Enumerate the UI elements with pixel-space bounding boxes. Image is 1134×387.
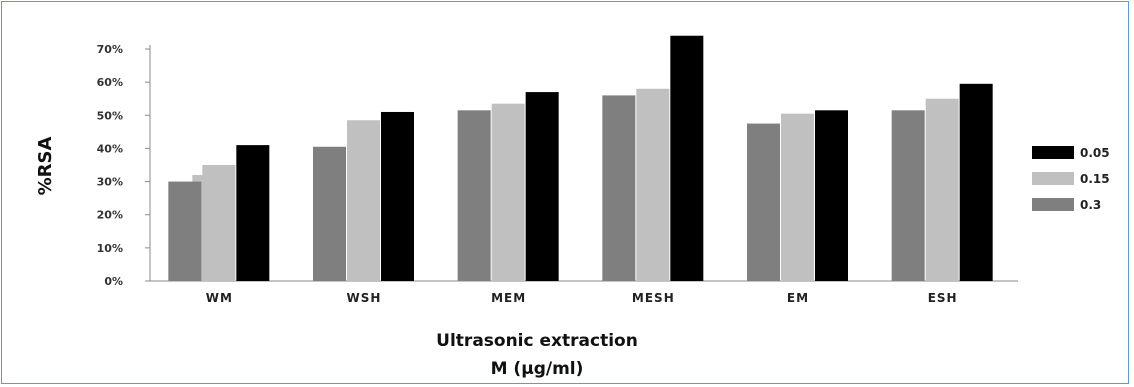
bars [168, 35, 993, 282]
y-tick-label: 20% [97, 209, 123, 222]
bar-mem-0_15 [491, 103, 525, 281]
bar-mem-0_05 [525, 92, 559, 281]
bar-em-0_3 [747, 123, 780, 281]
bar-wsh-0_15 [347, 120, 380, 281]
bar-wm-0_3 [168, 181, 202, 281]
x-axis-title-line-1: Ultrasonic extraction [436, 331, 638, 351]
bar-wm-0_05 [236, 145, 270, 281]
x-category-label: WM [206, 291, 233, 305]
bar-esh-0_3 [891, 110, 925, 281]
x-category-label: EM [787, 291, 809, 305]
legend-label: 0.3 [1080, 198, 1101, 212]
legend-swatch [1032, 172, 1074, 185]
bar-esh-0_05 [959, 83, 993, 281]
bar-mesh-0_15 [636, 88, 670, 282]
bar-mesh-0_05 [670, 35, 704, 281]
legend-label: 0.15 [1080, 172, 1110, 186]
y-tick-label: 40% [97, 142, 123, 155]
legend-swatch [1032, 146, 1074, 159]
bar-wsh-0_3 [313, 146, 346, 281]
y-tick-label: 70% [97, 43, 123, 56]
bar-wm-0_15 [202, 165, 236, 281]
legend-label: 0.05 [1080, 146, 1110, 160]
x-axis-title-line-2: M (µg/ml) [491, 359, 584, 379]
x-category-label: MESH [632, 291, 675, 305]
x-category-label: ESH [928, 291, 958, 305]
bar-em-0_05 [815, 110, 848, 281]
bar-mesh-0_3 [602, 95, 636, 282]
bar-esh-0_15 [925, 98, 959, 281]
bar-wsh-0_05 [381, 111, 414, 281]
y-axis-title: %RSA [35, 137, 56, 196]
bar-mem-0_3 [457, 110, 491, 281]
x-category-label: WSH [347, 291, 382, 305]
x-axis-categories: WM WSH MEM MESH EM ESH [206, 291, 958, 305]
y-tick-label: 30% [97, 176, 123, 189]
y-axis: 0% 10% 20% 30% 40% 50% 60% 70% [97, 43, 1018, 288]
legend-swatch [1032, 198, 1074, 211]
y-tick-label: 50% [97, 109, 123, 122]
x-category-label: MEM [491, 291, 526, 305]
legend: 0.05 0.15 0.3 [1032, 146, 1110, 212]
y-tick-label: 60% [97, 76, 123, 89]
bar-em-0_15 [781, 113, 814, 281]
y-tick-label: 0% [104, 275, 123, 288]
y-tick-label: 10% [97, 242, 123, 255]
